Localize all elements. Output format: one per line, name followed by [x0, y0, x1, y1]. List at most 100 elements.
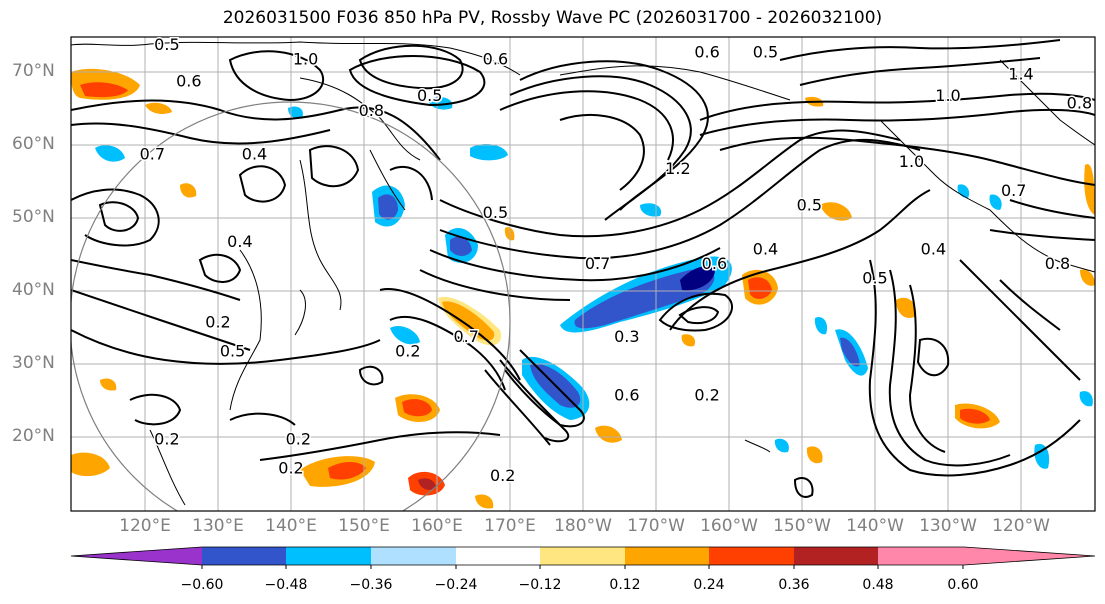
negative-anomaly: [288, 106, 303, 119]
positive-anomaly: [328, 462, 366, 480]
contour-label: 0.4: [242, 145, 267, 164]
lon-label: 170°W: [627, 516, 685, 536]
colorbar-bin: [709, 547, 794, 565]
positive-anomaly: [475, 494, 494, 509]
colorbar-bin: [794, 547, 878, 565]
colorbar-bin: [286, 547, 371, 565]
contour-label: 0.6: [483, 50, 508, 69]
negative-anomaly: [470, 144, 508, 161]
positive-anomaly: [1080, 269, 1095, 286]
lon-label: 130°E: [192, 516, 244, 536]
lon-label: 140°E: [265, 516, 317, 536]
colorbar-tick: 0.24: [693, 577, 725, 593]
lat-label-60n: 60°N: [12, 134, 55, 154]
lon-label: 120°W: [992, 516, 1050, 536]
contour-label: 0.6: [614, 386, 639, 405]
lon-label: 150°W: [773, 516, 831, 536]
contour-label: 0.5: [483, 203, 508, 222]
positive-anomaly: [681, 334, 696, 347]
contour-label: 0.7: [1001, 181, 1026, 200]
positive-anomaly: [418, 478, 436, 490]
contour-label: 0.5: [417, 86, 442, 105]
lat-label-50n: 50°N: [12, 207, 55, 227]
lat-label-30n: 30°N: [12, 353, 55, 373]
positive-anomaly: [1084, 164, 1095, 215]
contour-label: 0.7: [585, 254, 610, 273]
contour-label: 0.2: [694, 386, 719, 405]
colorbar-bin: [456, 547, 540, 565]
pv-anomaly-fills: [71, 68, 1095, 509]
colorbar-bin: [540, 547, 625, 565]
contour-label: 0.6: [694, 42, 719, 61]
colorbar-tick: −0.36: [349, 577, 393, 593]
positive-anomaly: [71, 452, 110, 477]
negative-anomaly: [1079, 391, 1093, 407]
positive-anomaly: [748, 277, 772, 299]
negative-anomaly: [989, 194, 1002, 210]
negative-anomaly: [390, 325, 420, 345]
contour-label: 1.4: [1008, 64, 1033, 83]
contour-label: 0.2: [286, 429, 311, 448]
contour-label: 1.2: [665, 159, 690, 178]
contour-label: 0.8: [359, 101, 384, 120]
positive-anomaly: [100, 378, 117, 391]
colorbar-bin: [878, 547, 963, 565]
negative-anomaly: [840, 337, 860, 367]
contour-label: 0.2: [395, 342, 420, 361]
positive-anomaly: [960, 408, 990, 424]
colorbar: [70, 546, 1096, 569]
contour-label: 0.5: [220, 342, 245, 361]
lon-label: 130°W: [919, 516, 977, 536]
coastlines: [71, 41, 1095, 506]
lat-label-40n: 40°N: [12, 280, 55, 300]
negative-anomaly: [680, 266, 715, 291]
contour-label: 0.3: [614, 327, 639, 346]
colorbar-tick: −0.60: [180, 577, 224, 593]
negative-anomaly: [450, 236, 472, 256]
contour-label: 0.2: [205, 313, 230, 332]
colorbar-bin: [202, 547, 286, 565]
negative-anomaly: [378, 194, 398, 220]
colorbar-extend-max: [964, 547, 1095, 565]
negative-anomaly: [1034, 443, 1050, 469]
negative-anomaly: [774, 438, 789, 453]
contour-label: 0.2: [278, 459, 303, 478]
colorbar-bin: [625, 547, 709, 565]
negative-anomaly: [814, 316, 828, 335]
map-frame: [70, 36, 1096, 512]
positive-anomaly: [595, 425, 622, 443]
contour-label: 0.5: [154, 35, 179, 54]
colorbar-tick: 0.36: [778, 577, 810, 593]
positive-anomaly: [820, 202, 852, 221]
positive-anomaly: [402, 399, 432, 417]
contour-label: 0.6: [176, 72, 201, 91]
negative-anomaly: [574, 269, 715, 329]
contour-label: 0.7: [453, 327, 478, 346]
positive-anomaly: [896, 297, 917, 319]
colorbar-bin: [963, 547, 964, 565]
lon-label: 180°W: [554, 516, 612, 536]
positive-anomaly: [180, 183, 197, 198]
colorbar-tick: 0.48: [862, 577, 894, 593]
positive-anomaly: [145, 102, 172, 114]
contour-label: 1.0: [899, 152, 924, 171]
contour-label: 0.6: [702, 254, 727, 273]
contour-label: 0.7: [140, 145, 165, 164]
contour-label: 0.4: [227, 232, 252, 251]
colorbar-tick: −0.24: [434, 577, 478, 593]
contour-label: 1.0: [293, 50, 318, 69]
lat-label-20n: 20°N: [12, 426, 55, 446]
colorbar-tick: 0.12: [609, 577, 641, 593]
contour-labels: 0.5 0.6 1.0 0.6 0.5 0.8 0.6 0.5 1.4 1.0 0.8 0.7 0.4 1…: [138, 34, 1094, 487]
contour-label: 0.8: [1045, 254, 1070, 273]
colorbar-bin: [371, 547, 456, 565]
contour-label: 0.5: [753, 42, 778, 61]
lon-label: 160°E: [411, 516, 463, 536]
negative-anomaly: [95, 145, 125, 162]
colorbar-tick: −0.12: [518, 577, 562, 593]
contour-label: 0.4: [753, 240, 778, 259]
lon-label: 150°E: [338, 516, 390, 536]
colorbar-tick: 0.60: [947, 577, 979, 593]
contour-label: 0.5: [862, 269, 887, 288]
